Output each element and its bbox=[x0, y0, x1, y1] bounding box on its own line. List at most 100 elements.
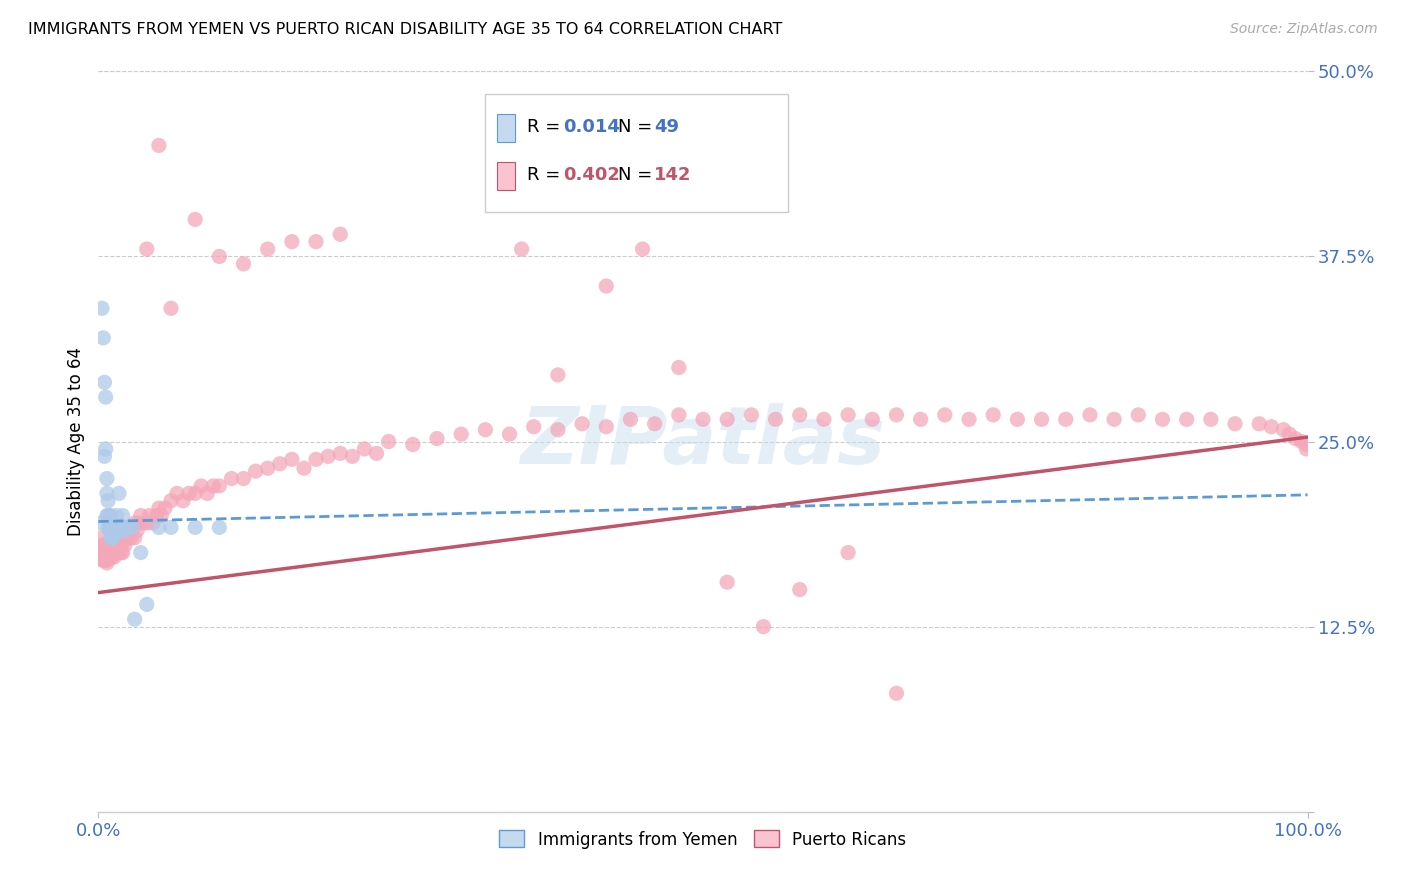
Point bbox=[129, 508, 152, 523]
Point bbox=[148, 520, 170, 534]
Point bbox=[245, 464, 267, 478]
Point bbox=[426, 432, 449, 446]
Point bbox=[145, 508, 167, 523]
Point bbox=[281, 235, 304, 249]
Point bbox=[256, 461, 278, 475]
Point bbox=[112, 531, 135, 545]
Point bbox=[93, 376, 115, 390]
Point bbox=[120, 531, 142, 545]
Point bbox=[1223, 417, 1246, 431]
Point bbox=[98, 549, 121, 564]
Point bbox=[547, 423, 569, 437]
Point bbox=[101, 524, 124, 538]
Point bbox=[232, 257, 254, 271]
Point bbox=[184, 212, 207, 227]
Point bbox=[98, 541, 121, 556]
Text: 49: 49 bbox=[654, 118, 679, 136]
Text: 0.402: 0.402 bbox=[564, 166, 620, 184]
Point bbox=[97, 553, 120, 567]
Point bbox=[105, 508, 128, 523]
Point bbox=[108, 486, 131, 500]
Point bbox=[103, 549, 125, 564]
Point bbox=[114, 524, 136, 538]
Point bbox=[886, 408, 908, 422]
Point bbox=[765, 412, 787, 426]
Point bbox=[957, 412, 980, 426]
Point bbox=[90, 546, 112, 560]
Point bbox=[91, 541, 114, 556]
Point bbox=[110, 546, 132, 560]
Point bbox=[110, 522, 132, 536]
Point bbox=[111, 508, 134, 523]
Point bbox=[342, 450, 364, 464]
Bar bbox=[498, 161, 515, 190]
Point bbox=[100, 549, 122, 564]
Text: N =: N = bbox=[617, 118, 658, 136]
Point bbox=[716, 412, 738, 426]
Point bbox=[160, 520, 183, 534]
Point bbox=[121, 520, 143, 534]
Point bbox=[305, 452, 328, 467]
Point bbox=[184, 486, 207, 500]
Point bbox=[1031, 412, 1053, 426]
Point bbox=[101, 531, 124, 545]
Point bbox=[269, 457, 291, 471]
Point bbox=[89, 546, 111, 560]
Point bbox=[100, 524, 122, 538]
Point bbox=[114, 538, 136, 552]
Point bbox=[716, 575, 738, 590]
Point bbox=[100, 531, 122, 545]
Point bbox=[100, 516, 122, 530]
Point bbox=[179, 486, 201, 500]
Point bbox=[105, 535, 128, 549]
Point bbox=[981, 408, 1004, 422]
Point bbox=[98, 516, 121, 530]
Point bbox=[100, 546, 122, 560]
Point bbox=[160, 301, 183, 316]
Point bbox=[1152, 412, 1174, 426]
Point bbox=[1260, 419, 1282, 434]
Point bbox=[135, 242, 157, 256]
Point bbox=[316, 450, 339, 464]
Point bbox=[112, 520, 135, 534]
Point bbox=[93, 538, 115, 552]
Point bbox=[98, 508, 121, 523]
Point bbox=[104, 524, 127, 539]
Point bbox=[100, 524, 122, 538]
Point bbox=[195, 486, 218, 500]
Point bbox=[108, 538, 131, 552]
Point bbox=[142, 516, 165, 530]
Point bbox=[118, 524, 141, 538]
Point bbox=[121, 520, 143, 534]
Text: IMMIGRANTS FROM YEMEN VS PUERTO RICAN DISABILITY AGE 35 TO 64 CORRELATION CHART: IMMIGRANTS FROM YEMEN VS PUERTO RICAN DI… bbox=[28, 22, 783, 37]
Point bbox=[292, 461, 315, 475]
Point bbox=[150, 508, 173, 523]
Point bbox=[366, 446, 388, 460]
Text: N =: N = bbox=[617, 166, 658, 184]
Point bbox=[1291, 434, 1313, 449]
Point bbox=[1272, 423, 1295, 437]
Text: 0.014: 0.014 bbox=[564, 118, 620, 136]
Point bbox=[166, 486, 188, 500]
Point bbox=[94, 390, 117, 404]
Point bbox=[135, 598, 157, 612]
Point bbox=[402, 437, 425, 451]
Point bbox=[208, 520, 231, 534]
Point bbox=[631, 242, 654, 256]
Point bbox=[813, 412, 835, 426]
Point bbox=[547, 368, 569, 382]
Point bbox=[256, 242, 278, 256]
Point bbox=[118, 531, 141, 545]
Point bbox=[474, 423, 496, 437]
Point bbox=[329, 446, 352, 460]
Point bbox=[886, 686, 908, 700]
Point bbox=[105, 526, 128, 541]
Point bbox=[96, 486, 118, 500]
Text: R =: R = bbox=[527, 118, 567, 136]
Bar bbox=[485, 94, 787, 212]
Point bbox=[97, 508, 120, 523]
Point bbox=[127, 516, 149, 530]
Text: Source: ZipAtlas.com: Source: ZipAtlas.com bbox=[1230, 22, 1378, 37]
Point bbox=[103, 520, 125, 534]
Point bbox=[1284, 432, 1306, 446]
